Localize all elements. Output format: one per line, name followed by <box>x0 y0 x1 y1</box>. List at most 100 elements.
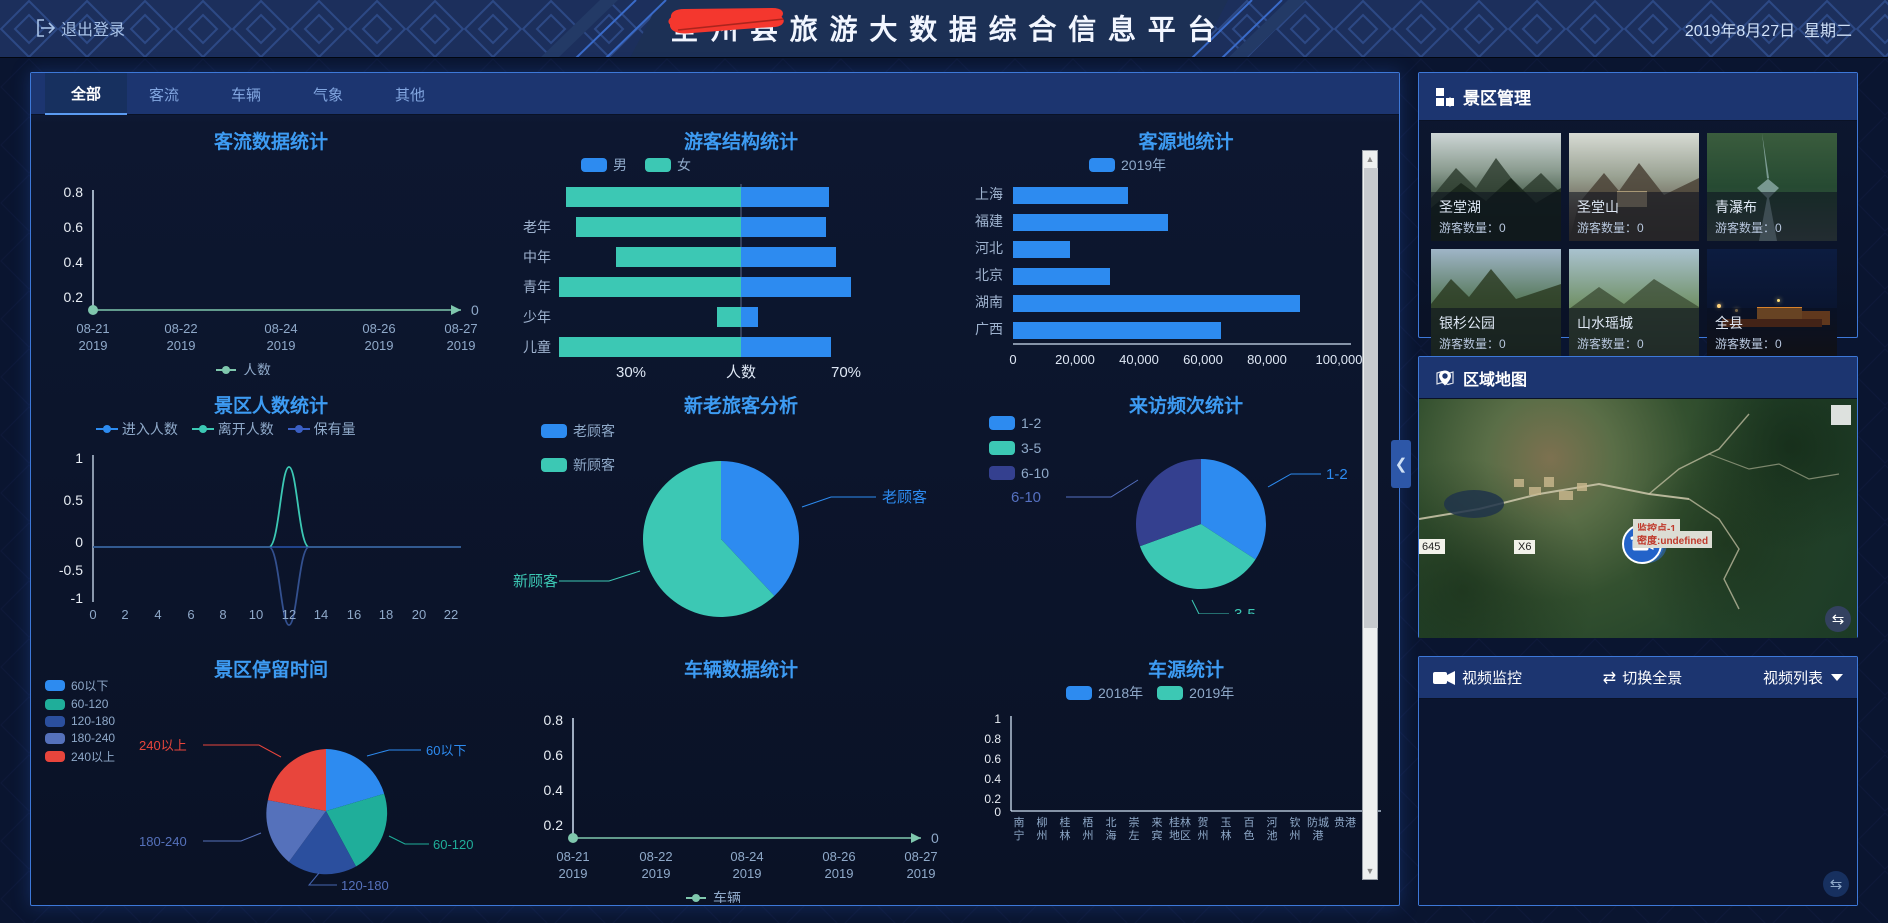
svg-text:60-120: 60-120 <box>433 837 473 852</box>
svg-text:福建: 福建 <box>975 213 1003 229</box>
svg-text:2019: 2019 <box>79 338 108 353</box>
svg-text:河: 河 <box>1267 816 1278 829</box>
svg-text:0.4: 0.4 <box>544 782 564 798</box>
svg-text:08-24: 08-24 <box>730 849 763 864</box>
svg-text:0.4: 0.4 <box>984 772 1001 786</box>
svg-text:州: 州 <box>1083 830 1094 842</box>
svg-text:2019: 2019 <box>825 866 854 881</box>
svg-text:北: 北 <box>1106 816 1117 829</box>
svg-text:左: 左 <box>1129 829 1140 842</box>
svg-text:645: 645 <box>1422 541 1440 553</box>
svg-text:车辆: 车辆 <box>713 890 741 903</box>
svg-text:湖南: 湖南 <box>975 294 1003 310</box>
svg-text:海: 海 <box>1106 828 1117 842</box>
svg-text:林: 林 <box>1060 828 1071 842</box>
svg-text:08-26: 08-26 <box>362 321 395 336</box>
svg-text:老顾客: 老顾客 <box>882 489 927 506</box>
svg-text:0.2: 0.2 <box>984 792 1001 806</box>
svg-text:池: 池 <box>1267 829 1278 842</box>
svg-text:16: 16 <box>347 607 361 622</box>
svg-text:08-27: 08-27 <box>904 849 937 864</box>
svg-text:百: 百 <box>1244 817 1255 829</box>
svg-text:2019: 2019 <box>365 338 394 353</box>
svg-text:梧: 梧 <box>1083 815 1094 829</box>
svg-text:18: 18 <box>379 607 393 622</box>
svg-text:10: 10 <box>249 607 263 622</box>
svg-text:广西: 广西 <box>975 321 1003 337</box>
svg-text:-1: -1 <box>71 590 84 606</box>
svg-text:6-10: 6-10 <box>1011 489 1041 506</box>
svg-text:州: 州 <box>1037 830 1048 842</box>
svg-text:桂: 桂 <box>1060 815 1071 829</box>
svg-text:防城: 防城 <box>1307 815 1329 829</box>
svg-text:0.6: 0.6 <box>984 752 1001 766</box>
svg-text:0.2: 0.2 <box>64 289 84 305</box>
svg-text:3-5: 3-5 <box>1234 606 1256 614</box>
svg-text:4: 4 <box>154 607 161 622</box>
svg-text:儿童: 儿童 <box>523 339 551 355</box>
svg-text:0: 0 <box>471 302 479 318</box>
svg-text:12: 12 <box>282 607 296 622</box>
svg-text:2019: 2019 <box>267 338 296 353</box>
svg-text:0.8: 0.8 <box>984 732 1001 746</box>
svg-text:0.6: 0.6 <box>544 747 564 763</box>
svg-text:80,000: 80,000 <box>1247 352 1287 367</box>
svg-text:180-240: 180-240 <box>139 834 187 849</box>
svg-text:22: 22 <box>444 607 458 622</box>
svg-text:色: 色 <box>1244 828 1255 842</box>
svg-text:中年: 中年 <box>523 249 551 265</box>
svg-text:0: 0 <box>1009 352 1016 367</box>
svg-text:0: 0 <box>89 607 96 622</box>
svg-text:8: 8 <box>219 607 226 622</box>
svg-text:100,000: 100,000 <box>1316 352 1363 367</box>
svg-text:30%: 30% <box>616 364 646 379</box>
svg-text:2019: 2019 <box>559 866 588 881</box>
svg-text:-0.5: -0.5 <box>59 562 83 578</box>
svg-text:60以下: 60以下 <box>426 743 466 758</box>
svg-text:宾: 宾 <box>1152 828 1163 842</box>
svg-text:崇: 崇 <box>1129 816 1140 829</box>
svg-text:柳: 柳 <box>1037 815 1048 829</box>
svg-text:0.6: 0.6 <box>64 219 84 235</box>
svg-text:河北: 河北 <box>975 240 1003 256</box>
svg-text:桂林: 桂林 <box>1169 815 1191 829</box>
svg-text:北京: 北京 <box>975 267 1003 283</box>
svg-text:6: 6 <box>187 607 194 622</box>
svg-text:钦: 钦 <box>1290 816 1301 829</box>
svg-text:玉: 玉 <box>1221 817 1232 829</box>
svg-text:08-22: 08-22 <box>164 321 197 336</box>
svg-text:0: 0 <box>931 830 939 846</box>
svg-text:60,000: 60,000 <box>1183 352 1223 367</box>
svg-text:2019: 2019 <box>733 866 762 881</box>
svg-text:0.2: 0.2 <box>544 817 564 833</box>
svg-text:来: 来 <box>1152 816 1163 829</box>
svg-text:上海: 上海 <box>975 186 1003 202</box>
svg-text:2019: 2019 <box>642 866 671 881</box>
svg-text:14: 14 <box>314 607 328 622</box>
svg-text:州: 州 <box>1290 830 1301 842</box>
svg-text:08-26: 08-26 <box>822 849 855 864</box>
svg-text:港: 港 <box>1313 829 1324 842</box>
svg-text:1: 1 <box>994 712 1001 726</box>
svg-text:老年: 老年 <box>523 219 551 235</box>
svg-text:地区: 地区 <box>1169 829 1191 842</box>
svg-text:1: 1 <box>75 450 83 466</box>
svg-text:2019: 2019 <box>907 866 936 881</box>
svg-text:人数: 人数 <box>726 364 756 379</box>
svg-text:08-22: 08-22 <box>639 849 672 864</box>
svg-text:林: 林 <box>1221 828 1232 842</box>
svg-text:2019: 2019 <box>167 338 196 353</box>
svg-text:2: 2 <box>121 607 128 622</box>
svg-text:08-27: 08-27 <box>444 321 477 336</box>
svg-text:州: 州 <box>1198 830 1209 842</box>
svg-text:120-180: 120-180 <box>341 878 389 893</box>
svg-text:0.8: 0.8 <box>64 184 84 200</box>
svg-text:0: 0 <box>75 534 83 550</box>
svg-text:贺: 贺 <box>1198 816 1209 829</box>
svg-text:08-21: 08-21 <box>76 321 109 336</box>
svg-text:0: 0 <box>994 805 1001 819</box>
svg-text:0.4: 0.4 <box>64 254 84 270</box>
svg-text:240以上: 240以上 <box>139 738 187 753</box>
svg-text:0.8: 0.8 <box>544 712 564 728</box>
svg-text:0.5: 0.5 <box>64 492 84 508</box>
